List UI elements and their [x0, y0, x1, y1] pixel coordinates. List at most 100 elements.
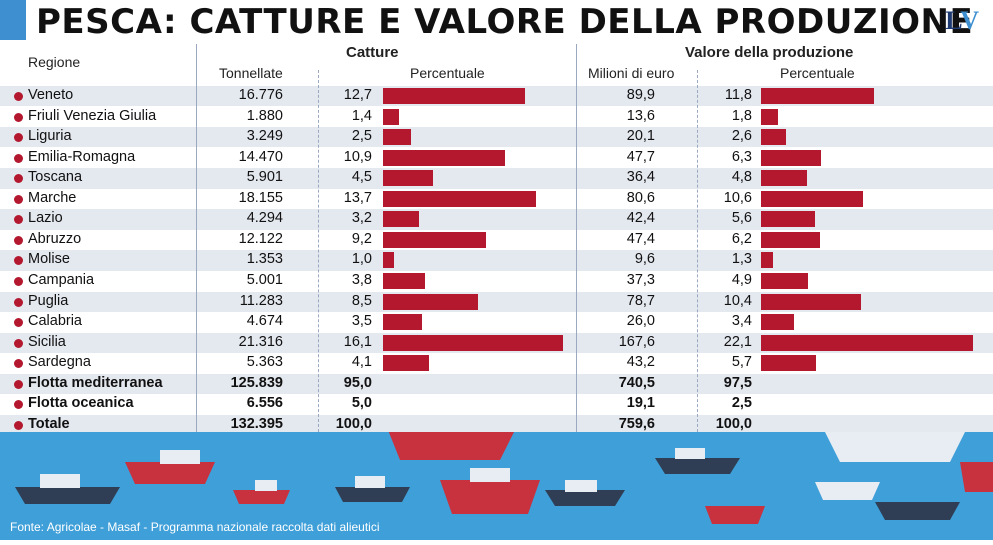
tonnellate-value: 6.556 — [246, 395, 283, 412]
valore-bar — [761, 314, 794, 331]
milioni-value: 37,3 — [626, 271, 655, 288]
table-row: Campania 5.001 3,8 37,3 4,9 — [0, 271, 993, 291]
region-name: Marche — [28, 189, 77, 206]
valore-percent-value: 97,5 — [723, 374, 752, 391]
tonnellate-value: 132.395 — [230, 415, 283, 432]
catture-percent-value: 3,8 — [351, 271, 372, 288]
region-name: Friuli Venezia Giulia — [28, 107, 157, 124]
header-tonnellate: Tonnellate — [219, 65, 283, 81]
bullet-icon — [14, 92, 23, 101]
valore-bar — [761, 149, 822, 166]
valore-percent-value: 5,7 — [731, 354, 752, 371]
table-row: Puglia 11.283 8,5 78,7 10,4 — [0, 291, 993, 312]
region-name: Veneto — [28, 87, 74, 103]
valore-percent-value: 4,9 — [731, 271, 752, 288]
column-divider — [196, 44, 197, 432]
catture-bar — [383, 314, 423, 331]
region-name: Sardegna — [28, 354, 91, 371]
table-row: Molise 1.353 1,0 9,6 1,3 — [0, 250, 993, 271]
valore-bar — [761, 252, 774, 269]
table-row: Flotta oceanica 6.556 5,0 19,1 2,5 — [0, 394, 993, 414]
tonnellate-value: 5.001 — [246, 271, 283, 288]
catture-bar — [383, 108, 399, 125]
tonnellate-value: 125.839 — [230, 374, 283, 391]
catture-percent-value: 8,5 — [351, 292, 372, 309]
table-row: Marche 18.155 13,7 80,6 10,6 — [0, 189, 993, 209]
catture-percent-value: 5,0 — [351, 395, 372, 412]
catture-bar — [383, 293, 479, 310]
milioni-value: 78,7 — [626, 292, 655, 309]
catture-percent-value: 9,2 — [351, 230, 372, 247]
table-row: Toscana 5.901 4,5 36,4 4,8 — [0, 168, 993, 189]
header-regione: Regione — [28, 54, 81, 70]
bullet-icon — [14, 338, 23, 348]
catture-percent-value: 13,7 — [343, 189, 372, 206]
region-name: Lazio — [28, 210, 63, 227]
milioni-value: 43,2 — [626, 354, 655, 371]
region-name: Sicilia — [28, 333, 66, 350]
column-divider — [697, 70, 698, 432]
catture-percent-value: 4,5 — [351, 169, 372, 186]
valore-percent-value: 5,6 — [731, 210, 752, 227]
header-percentuale-valore: Percentuale — [780, 65, 855, 81]
bullet-icon — [14, 420, 23, 430]
milioni-value: 26,0 — [626, 313, 655, 330]
valore-bar — [761, 334, 973, 351]
table-row: Veneto 16.776 12,7 89,9 11,8 — [0, 86, 993, 107]
catture-percent-value: 4,1 — [351, 354, 372, 371]
tonnellate-value: 11.283 — [239, 292, 283, 309]
catture-percent-value: 3,2 — [351, 210, 372, 227]
header-catture: Catture — [346, 44, 399, 61]
valore-bar — [761, 355, 816, 372]
valore-bar — [761, 170, 808, 187]
tonnellate-value: 4.294 — [246, 210, 283, 227]
bullet-icon — [14, 112, 23, 122]
valore-percent-value: 10,4 — [723, 292, 752, 309]
catture-bar — [383, 190, 537, 207]
catture-bar — [383, 211, 419, 228]
region-name: Abruzzo — [28, 230, 82, 247]
valore-percent-value: 3,4 — [731, 313, 752, 330]
bullet-icon — [14, 133, 23, 143]
logo: LV — [945, 6, 979, 35]
milioni-value: 47,4 — [626, 230, 655, 247]
table-row: Sardegna 5.363 4,1 43,2 5,7 — [0, 353, 993, 373]
milioni-value: 47,7 — [626, 148, 655, 165]
catture-bar — [383, 170, 434, 187]
valore-percent-value: 1,8 — [731, 107, 752, 124]
milioni-value: 167,6 — [618, 333, 655, 350]
bullet-icon — [14, 318, 23, 328]
catture-bar — [383, 355, 429, 372]
valore-bar — [761, 108, 779, 125]
catture-bar — [383, 231, 486, 248]
valore-bar — [761, 129, 786, 146]
catture-percent-value: 2,5 — [351, 128, 372, 145]
bullet-icon — [14, 379, 23, 389]
valore-percent-value: 6,2 — [731, 230, 752, 247]
catture-percent-value: 16,1 — [343, 333, 372, 350]
table-row: Liguria 3.249 2,5 20,1 2,6 — [0, 127, 993, 148]
catture-percent-value: 1,0 — [351, 251, 372, 268]
tonnellate-value: 12.122 — [238, 230, 283, 247]
bullet-icon — [14, 297, 23, 307]
catture-bar — [383, 129, 411, 146]
bullet-icon — [14, 276, 23, 286]
milioni-value: 9,6 — [634, 251, 655, 268]
valore-bar — [761, 88, 875, 104]
tonnellate-value: 5.363 — [246, 354, 283, 371]
tonnellate-value: 3.249 — [246, 128, 283, 145]
table-row: Flotta mediterranea 125.839 95,0 740,5 97,5 — [0, 373, 993, 395]
region-name: Campania — [28, 271, 95, 288]
milioni-value: 759,6 — [618, 415, 655, 432]
catture-percent-value: 12,7 — [343, 87, 372, 103]
region-name: Flotta oceanica — [28, 395, 134, 412]
catture-percent-value: 3,5 — [351, 313, 372, 330]
milioni-value: 80,6 — [626, 189, 655, 206]
milioni-value: 19,1 — [626, 395, 655, 412]
table-row: Sicilia 21.316 16,1 167,6 22,1 — [0, 332, 993, 353]
catture-percent-value: 10,9 — [343, 148, 372, 165]
tonnellate-value: 5.901 — [246, 169, 283, 186]
region-name: Toscana — [28, 169, 83, 186]
header-milioni: Milioni di euro — [588, 65, 675, 81]
region-name: Emilia-Romagna — [28, 148, 136, 165]
